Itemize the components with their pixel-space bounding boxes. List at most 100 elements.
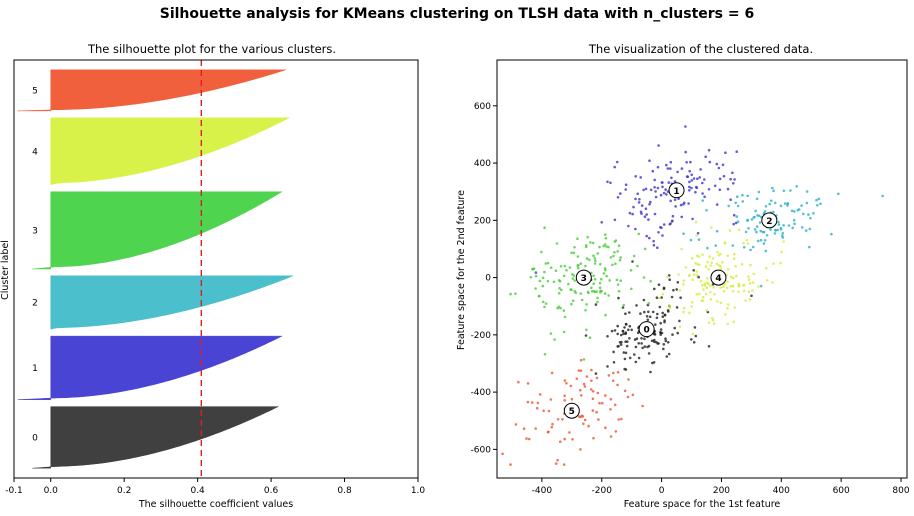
scatter-point	[662, 286, 666, 290]
y-tick-label: 600	[474, 102, 491, 112]
scatter-point	[631, 393, 635, 397]
cluster-center-3	[575, 269, 592, 286]
scatter-point	[562, 330, 566, 334]
scatter-point	[538, 393, 542, 396]
scatter-point	[688, 169, 691, 173]
scatter-point	[763, 239, 767, 242]
scatter-point	[649, 279, 652, 283]
scatter-point	[606, 365, 609, 368]
scatter-point	[590, 379, 593, 383]
scatter-point	[742, 284, 745, 287]
scatter-point	[541, 300, 545, 304]
scatter-point	[632, 254, 636, 258]
scatter-point	[534, 274, 538, 278]
scatter-point	[562, 463, 566, 466]
scatter-point	[657, 296, 661, 300]
scatter-point	[709, 284, 712, 288]
scatter-point	[691, 332, 695, 336]
scatter-point	[710, 226, 713, 229]
scatter-point	[634, 175, 637, 178]
scatter-point	[592, 290, 596, 293]
scatter-point	[589, 388, 593, 391]
scatter-point	[682, 310, 685, 314]
scatter-point	[779, 226, 783, 230]
scatter-point	[651, 310, 655, 314]
scatter-point	[648, 203, 651, 206]
scatter-point	[707, 282, 710, 286]
scatter-point	[673, 326, 676, 330]
silhouette-cluster-5	[17, 69, 286, 112]
scatter-point	[675, 306, 679, 309]
scatter-point	[662, 347, 665, 351]
scatter-point	[527, 437, 531, 441]
scatter-point	[590, 286, 593, 290]
scatter-point	[568, 431, 571, 434]
scatter-point	[722, 174, 726, 178]
scatter-point	[638, 198, 641, 201]
scatter-point	[612, 254, 615, 258]
scatter-point	[558, 286, 561, 290]
scatter-point	[659, 321, 662, 325]
scatter-point	[708, 160, 712, 164]
scatter-point	[541, 284, 545, 288]
scatter-point	[674, 205, 677, 208]
scatter-point	[779, 261, 782, 265]
scatter-point	[780, 250, 783, 254]
scatter-point	[622, 303, 625, 307]
scatter-point	[660, 181, 664, 184]
scatter-point	[569, 384, 573, 388]
scatter-point	[661, 234, 664, 237]
x-tick-label: 200	[713, 486, 730, 496]
scatter-point	[665, 355, 669, 358]
scatter-point	[606, 180, 609, 184]
scatter-point	[711, 318, 715, 322]
scatter-point	[656, 246, 659, 249]
scatter-point	[808, 227, 812, 231]
scatter-point	[753, 228, 757, 231]
scatter-point	[561, 418, 564, 421]
scatter-point	[572, 251, 576, 255]
scatter-point	[816, 204, 819, 207]
scatter-point	[654, 195, 658, 199]
scatter-point	[697, 263, 701, 267]
scatter-point	[791, 226, 794, 230]
scatter-point	[559, 265, 563, 268]
scatter-point	[694, 334, 698, 338]
scatter-point	[673, 198, 677, 201]
scatter-point	[721, 285, 725, 289]
scatter-point	[737, 228, 741, 232]
scatter-point	[644, 187, 648, 191]
scatter-point	[726, 306, 729, 310]
scatter-point	[714, 244, 717, 247]
x-tick-label: 0.0	[44, 486, 59, 496]
scatter-point	[657, 283, 661, 287]
scatter-point	[661, 185, 664, 189]
scatter-point	[777, 220, 780, 224]
scatter-point	[525, 437, 528, 440]
scatter-point	[609, 408, 612, 411]
scatter-point	[625, 323, 628, 326]
scatter-point	[800, 226, 804, 229]
scatter-point	[549, 398, 553, 401]
scatter-point	[579, 448, 582, 451]
scatter-point	[565, 269, 568, 272]
scatter-point	[645, 213, 648, 216]
scatter-point	[609, 256, 613, 259]
scatter-point	[599, 277, 603, 281]
x-tick-label: 0.8	[337, 486, 352, 496]
y-tick-label: -200	[471, 331, 492, 341]
scatter-point	[558, 440, 562, 444]
scatter-point	[563, 264, 567, 268]
scatter-point	[659, 331, 662, 334]
scatter-point	[593, 262, 597, 265]
scatter-point	[606, 335, 609, 338]
scatter-point	[697, 275, 700, 279]
scatter-point	[592, 436, 595, 440]
scatter-point	[614, 262, 617, 266]
scatter-plot-title: The visualization of the clustered data.	[588, 42, 813, 56]
scatter-point	[563, 315, 567, 319]
scatter-point	[540, 250, 543, 254]
scatter-point	[587, 424, 590, 428]
scatter-point	[731, 290, 735, 293]
scatter-point	[580, 394, 583, 397]
